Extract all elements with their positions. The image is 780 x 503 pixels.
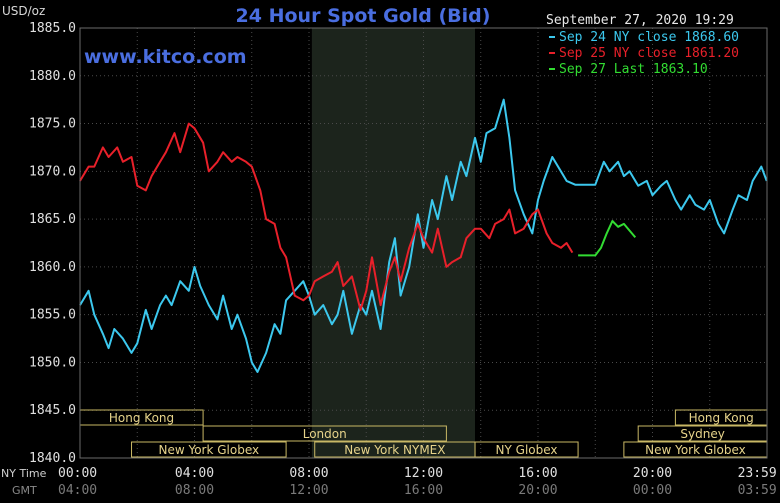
x-tick-label-ny: 20:00 [633,466,672,481]
series-line-sep-25 [79,122,574,311]
session-label: London [303,427,347,441]
x-tick-label-ny: 00:00 [58,466,97,481]
x-tick-label-ny: 08:00 [289,466,328,481]
grid [80,28,767,458]
x-tick-label-gmt: 12:00 [289,483,328,498]
y-tick-label: 1855.0 [29,308,76,323]
y-tick-label: 1840.0 [29,451,76,466]
x-tick-label-gmt: 16:00 [404,483,443,498]
gmt-row-label: GMT [12,484,37,497]
series-line-sep-24 [79,98,768,373]
timestamp: September 27, 2020 19:29 [546,13,734,28]
series-lines [79,98,768,373]
y-tick-label: 1850.0 [29,355,76,370]
y-tick-label: 1870.0 [29,164,76,179]
watermark: www.kitco.com [84,46,247,68]
y-tick-label: 1885.0 [29,21,76,36]
x-tick-label-gmt: 20:00 [518,483,557,498]
session-box [131,441,287,458]
legend-entry: Sep 24 NY close 1868.60 [559,30,739,45]
ny-time-row-label: NY Time [1,467,47,480]
chart-title: 24 Hour Spot Gold (Bid) [236,5,491,27]
plot-border [79,27,768,459]
x-tick-label-gmt: 04:00 [58,483,97,498]
y-tick-label: 1880.0 [29,69,76,84]
session-label: Sydney [680,427,724,441]
session-box [202,425,447,442]
x-tick-label-gmt: 00:00 [633,483,672,498]
session-box [474,441,579,458]
y-tick-label: 1865.0 [29,212,76,227]
session-label: New York Globex [645,443,746,457]
y-tick-label: 1845.0 [29,403,76,418]
y-axis-label: USD/oz [2,4,45,18]
x-tick-label-ny: 23:59 [738,466,777,481]
legend-entry: Sep 25 NY close 1861.20 [559,46,739,61]
legend-entry: Sep 27 Last 1863.10 [559,62,708,77]
session-label: Hong Kong [109,411,174,425]
session-label: Hong Kong [689,411,754,425]
x-tick-label-ny: 16:00 [518,466,557,481]
x-tick-label-ny: 12:00 [404,466,443,481]
session-label: New York Globex [158,443,259,457]
series-line-sep-27 [578,220,637,257]
x-tick-labels: 00:00 04:00 04:00 08:00 08:00 12:00 12:00 16:00… [58,466,777,498]
x-tick-label-gmt: 03:59 [738,483,777,498]
y-tick-labels: 1885.0 1880.0 1875.0 1870.0 1865.0 1860.0 1855… [29,21,76,466]
session-label: New York NYMEX [344,443,445,457]
x-tick-label-gmt: 08:00 [175,483,214,498]
session-label: NY Globex [496,443,558,457]
market-sessions: Hong Kong London New York Globex New York N… [79,409,768,458]
y-tick-label: 1875.0 [29,117,76,132]
y-tick-label: 1860.0 [29,260,76,275]
x-tick-label-ny: 04:00 [175,466,214,481]
